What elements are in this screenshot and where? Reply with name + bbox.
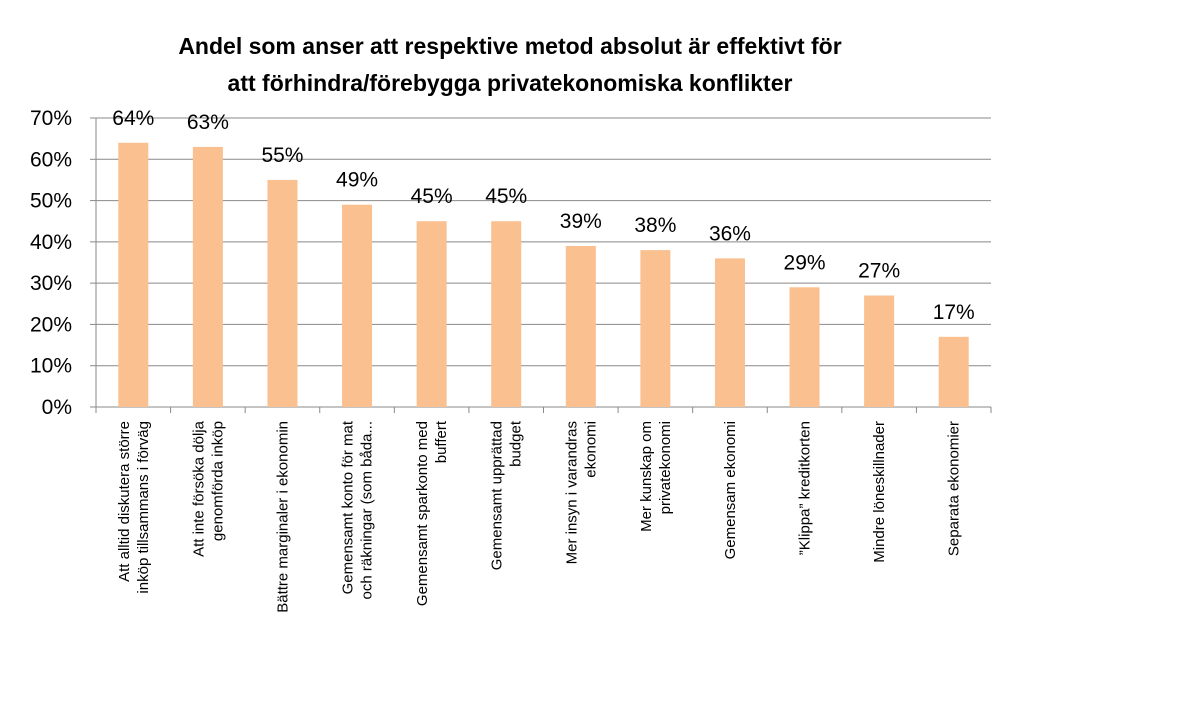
x-category-label-line: genomförda inköp — [209, 421, 226, 541]
chart-title: Andel som anser att respektive metod abs… — [0, 28, 1020, 102]
x-category-label-line: Mindre löneskillnader — [871, 421, 888, 563]
bar — [267, 179, 298, 407]
x-category-label-line: Gemensamt upprättad — [489, 421, 506, 570]
y-tick-label: 40% — [30, 231, 72, 254]
x-category-label-line: Bättre marginaler i ekonomin — [274, 421, 291, 613]
bar — [416, 221, 447, 407]
x-category-label: Mindre löneskillnader — [871, 421, 888, 563]
data-label: 63% — [187, 111, 229, 134]
x-category-label: Separata ekonomier — [946, 421, 963, 556]
x-category-label: Mer insyn i varandras ekonomi — [563, 421, 599, 564]
x-category-label-line: ekonomi — [582, 421, 599, 478]
y-tick-label: 20% — [30, 313, 72, 336]
bar — [789, 287, 820, 407]
bar — [342, 204, 373, 407]
y-tick-label: 30% — [30, 272, 72, 295]
x-category-label-line: Gemensamt sparkonto med — [414, 421, 431, 606]
x-category-label-line: privatekonomi — [657, 421, 674, 514]
data-label: 64% — [112, 107, 154, 130]
bar — [491, 221, 522, 407]
chart-title-line-2: att förhindra/förebygga privatekonomiska… — [227, 70, 793, 96]
data-label: 17% — [933, 301, 975, 324]
x-category-label-line: Mer insyn i varandras — [563, 421, 580, 564]
x-category-label: Bättre marginaler i ekonomin — [274, 421, 291, 613]
bar — [938, 336, 969, 407]
data-label: 39% — [560, 210, 602, 233]
bar — [640, 250, 671, 407]
x-category-label: Mer kunskap om privatekonomi — [638, 421, 674, 532]
data-label: 27% — [858, 260, 900, 283]
data-label: 55% — [261, 144, 303, 167]
x-category-label-line: Att inte försöka dölja — [190, 420, 207, 557]
bar — [864, 295, 895, 407]
x-category-label-line: Separata ekonomier — [946, 421, 963, 556]
x-category-label-line: Att alltid diskutera större — [116, 421, 133, 582]
chart-title-line-1: Andel som anser att respektive metod abs… — [178, 33, 842, 59]
x-category-label-line: och räkningar (som båda... — [359, 421, 376, 599]
x-category-label-line: ”Klippa” kreditkorten — [797, 421, 814, 555]
x-category-label-line: Mer kunskap om — [638, 421, 655, 532]
x-category-label-line: Gemensamt konto för mat — [340, 420, 357, 594]
y-tick-label: 60% — [30, 148, 72, 171]
y-tick-label: 10% — [30, 355, 72, 378]
x-category-label: Att alltid diskutera större inköp tillsam… — [116, 421, 152, 594]
x-category-label-line: inköp tillsammans i förväg — [135, 421, 152, 594]
data-label: 45% — [485, 185, 527, 208]
x-category-label-line: Gemensam ekonomi — [722, 421, 739, 559]
x-category-label: ”Klippa” kreditkorten — [797, 421, 814, 555]
y-tick-label: 50% — [30, 190, 72, 213]
bar — [565, 245, 596, 407]
x-category-label: Gemensamt sparkonto med buffert — [414, 420, 450, 606]
x-category-label: Gemensamt konto för mat och räkningar (so… — [340, 420, 376, 599]
data-label: 38% — [634, 214, 676, 237]
bar — [714, 258, 745, 407]
data-label: 45% — [411, 185, 453, 208]
x-category-label-line: buffert — [433, 420, 450, 463]
bar — [118, 142, 149, 407]
x-category-label: Att inte försöka dölja genomförda inköp — [190, 420, 226, 557]
data-label: 36% — [709, 222, 751, 245]
y-tick-label: 0% — [42, 396, 72, 419]
data-label: 49% — [336, 169, 378, 192]
x-category-label-line: budget — [508, 420, 525, 467]
x-category-label: Gemensam ekonomi — [722, 421, 739, 559]
y-tick-label: 70% — [30, 107, 72, 130]
bar — [192, 146, 223, 407]
x-category-label: Gemensamt upprättad budget — [489, 420, 525, 570]
data-label: 29% — [784, 251, 826, 274]
